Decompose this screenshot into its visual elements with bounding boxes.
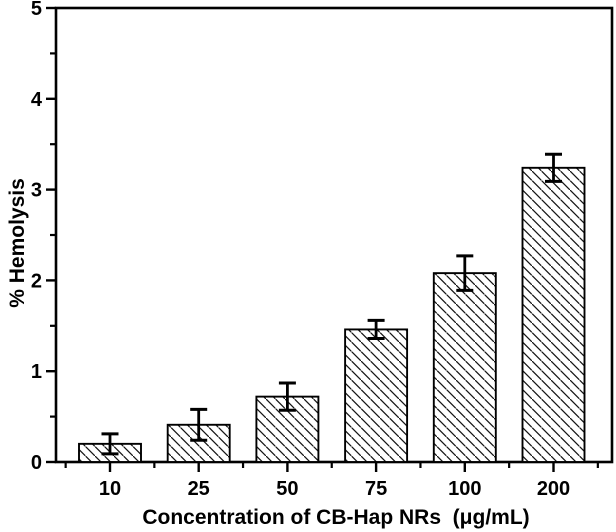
x-category-label: 200 bbox=[537, 478, 570, 500]
y-tick-label: 2 bbox=[31, 270, 42, 292]
bar bbox=[344, 328, 409, 463]
y-tick-label: 0 bbox=[31, 452, 42, 474]
bar bbox=[432, 272, 497, 463]
x-category-label: 50 bbox=[276, 478, 298, 500]
bar bbox=[521, 166, 586, 463]
y-axis-title: % Hemolysis bbox=[6, 178, 29, 308]
plot-area: 0 1 2 3 4 5 10 25 50 75 100 200 bbox=[31, 0, 614, 500]
x-category-label: 25 bbox=[188, 478, 210, 500]
y-tick-label: 4 bbox=[31, 89, 43, 111]
x-axis-title: Concentration of CB-Hap NRs (μg/mL) bbox=[142, 506, 529, 529]
x-category-label: 10 bbox=[99, 478, 121, 500]
y-tick-label: 1 bbox=[31, 361, 42, 383]
x-category-label: 100 bbox=[448, 478, 481, 500]
y-tick-label: 3 bbox=[31, 180, 42, 202]
y-tick-label: 5 bbox=[31, 0, 42, 20]
x-category-label: 75 bbox=[365, 478, 387, 500]
